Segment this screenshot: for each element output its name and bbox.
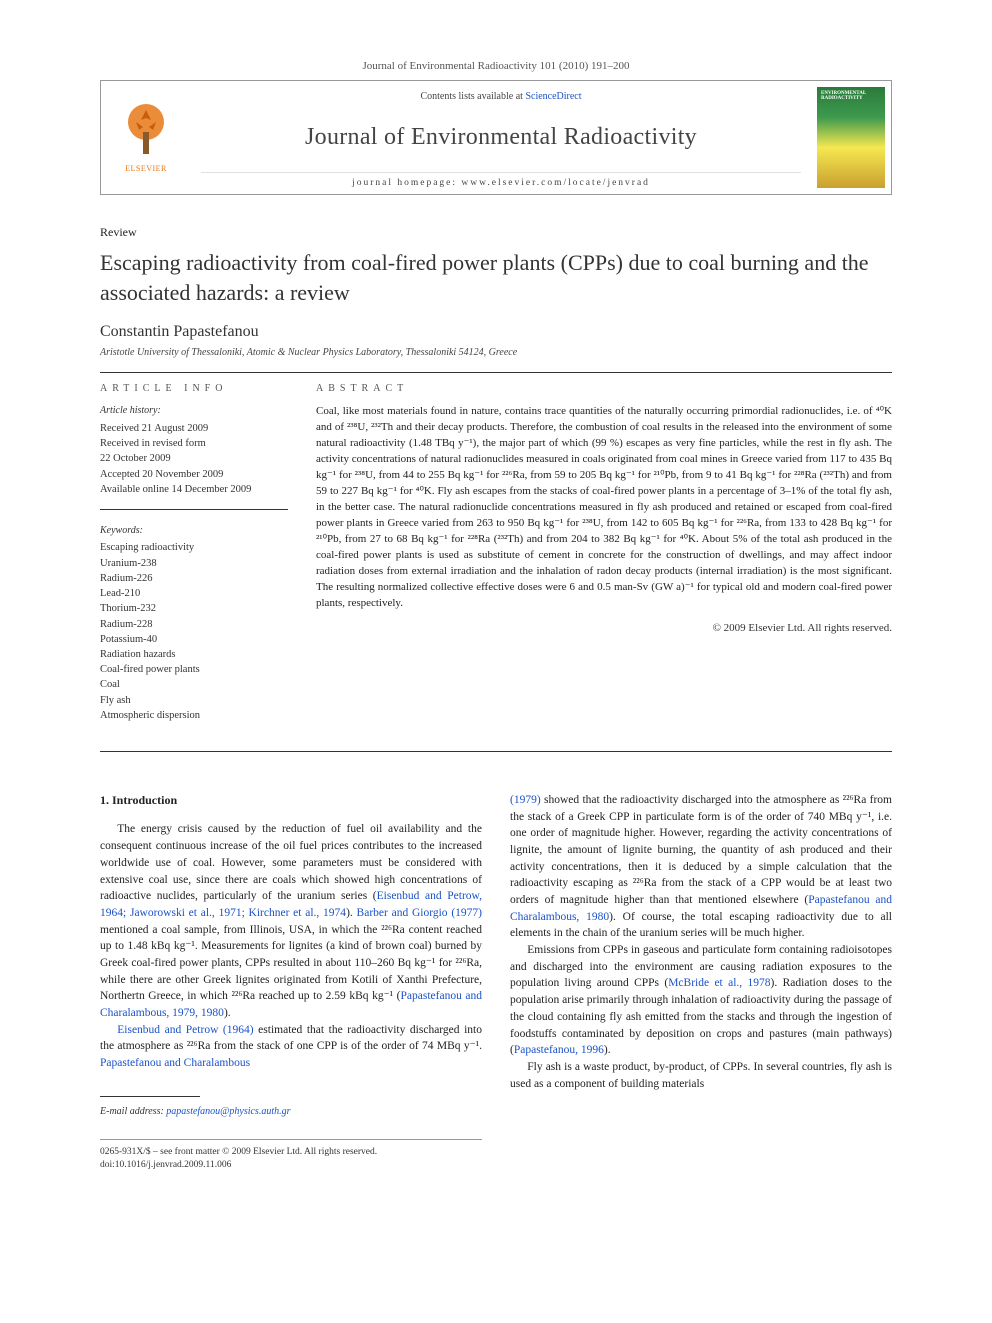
history-line: 22 October 2009: [100, 451, 288, 466]
divider: [100, 751, 892, 752]
article-type: Review: [100, 225, 892, 240]
corresponding-email: E-mail address: papastefanou@physics.aut…: [100, 1105, 482, 1120]
doi-line: doi:10.1016/j.jenvrad.2009.11.006: [100, 1159, 482, 1172]
body-paragraph: Fly ash is a waste product, by-product, …: [510, 1059, 892, 1092]
body-paragraph: Eisenbud and Petrow (1964) estimated tha…: [100, 1022, 482, 1072]
author-affiliation: Aristotle University of Thessaloniki, At…: [100, 347, 892, 358]
keyword: Radium-228: [100, 617, 288, 632]
keywords-block: Keywords: Escaping radioactivityUranium-…: [100, 524, 288, 723]
keyword: Fly ash: [100, 693, 288, 708]
issn-line: 0265-931X/$ – see front matter © 2009 El…: [100, 1146, 482, 1159]
cover-image: ENVIRONMENTAL RADIOACTIVITY: [817, 87, 885, 188]
history-line: Accepted 20 November 2009: [100, 467, 288, 482]
journal-banner: ELSEVIER Contents lists available at Sci…: [100, 80, 892, 195]
keyword: Thorium-232: [100, 601, 288, 616]
history-lines: Received 21 August 2009Received in revis…: [100, 421, 288, 497]
info-abstract-row: ARTICLE INFO Article history: Received 2…: [100, 383, 892, 737]
body-left-column: 1. Introduction The energy crisis caused…: [100, 792, 482, 1173]
abstract-copyright: © 2009 Elsevier Ltd. All rights reserved…: [316, 622, 892, 634]
body-paragraph: Emissions from CPPs in gaseous and parti…: [510, 942, 892, 1059]
keyword: Potassium-40: [100, 632, 288, 647]
journal-name: Journal of Environmental Radioactivity: [201, 124, 801, 151]
email-label: E-mail address:: [100, 1106, 166, 1117]
keyword: Uranium-238: [100, 556, 288, 571]
email-link[interactable]: papastefanou@physics.auth.gr: [166, 1106, 290, 1117]
keyword: Radiation hazards: [100, 647, 288, 662]
journal-homepage: journal homepage: www.elsevier.com/locat…: [201, 172, 801, 188]
cover-title: ENVIRONMENTAL RADIOACTIVITY: [821, 91, 885, 101]
footnote-divider: [100, 1096, 200, 1097]
article-title: Escaping radioactivity from coal-fired p…: [100, 248, 892, 307]
abstract-text: Coal, like most materials found in natur…: [316, 404, 892, 611]
footer-copyright: 0265-931X/$ – see front matter © 2009 El…: [100, 1139, 482, 1173]
abstract-label: ABSTRACT: [316, 383, 892, 394]
publisher-label: ELSEVIER: [125, 164, 167, 173]
history-title: Article history:: [100, 404, 288, 419]
journal-cover[interactable]: ENVIRONMENTAL RADIOACTIVITY: [811, 81, 891, 194]
article-info-column: ARTICLE INFO Article history: Received 2…: [100, 383, 288, 737]
homepage-prefix: journal homepage:: [352, 178, 461, 188]
history-line: Received in revised form: [100, 436, 288, 451]
body-right-column: (1979) showed that the radioactivity dis…: [510, 792, 892, 1173]
divider: [100, 372, 892, 373]
article-info-label: ARTICLE INFO: [100, 383, 288, 394]
keywords-list: Escaping radioactivityUranium-238Radium-…: [100, 540, 288, 723]
keyword: Radium-226: [100, 571, 288, 586]
citation-header: Journal of Environmental Radioactivity 1…: [100, 60, 892, 72]
keyword: Atmospheric dispersion: [100, 708, 288, 723]
homepage-url[interactable]: www.elsevier.com/locate/jenvrad: [461, 178, 650, 188]
banner-center: Contents lists available at ScienceDirec…: [191, 81, 811, 194]
body-paragraph: (1979) showed that the radioactivity dis…: [510, 792, 892, 942]
keyword: Escaping radioactivity: [100, 540, 288, 555]
contents-availability: Contents lists available at ScienceDirec…: [201, 91, 801, 102]
history-line: Received 21 August 2009: [100, 421, 288, 436]
contents-prefix: Contents lists available at: [420, 91, 525, 102]
keyword: Coal-fired power plants: [100, 662, 288, 677]
publisher-logo[interactable]: ELSEVIER: [101, 81, 191, 194]
author-name: Constantin Papastefanou: [100, 323, 892, 341]
elsevier-tree-icon: [121, 102, 171, 162]
body-columns: 1. Introduction The energy crisis caused…: [100, 792, 892, 1173]
keywords-title: Keywords:: [100, 524, 288, 539]
article-history: Article history: Received 21 August 2009…: [100, 404, 288, 510]
section-heading: 1. Introduction: [100, 792, 482, 809]
keyword: Coal: [100, 677, 288, 692]
abstract-column: ABSTRACT Coal, like most materials found…: [316, 383, 892, 737]
history-line: Available online 14 December 2009: [100, 482, 288, 497]
keyword: Lead-210: [100, 586, 288, 601]
body-paragraph: The energy crisis caused by the reductio…: [100, 821, 482, 1021]
sciencedirect-link[interactable]: ScienceDirect: [525, 91, 581, 102]
